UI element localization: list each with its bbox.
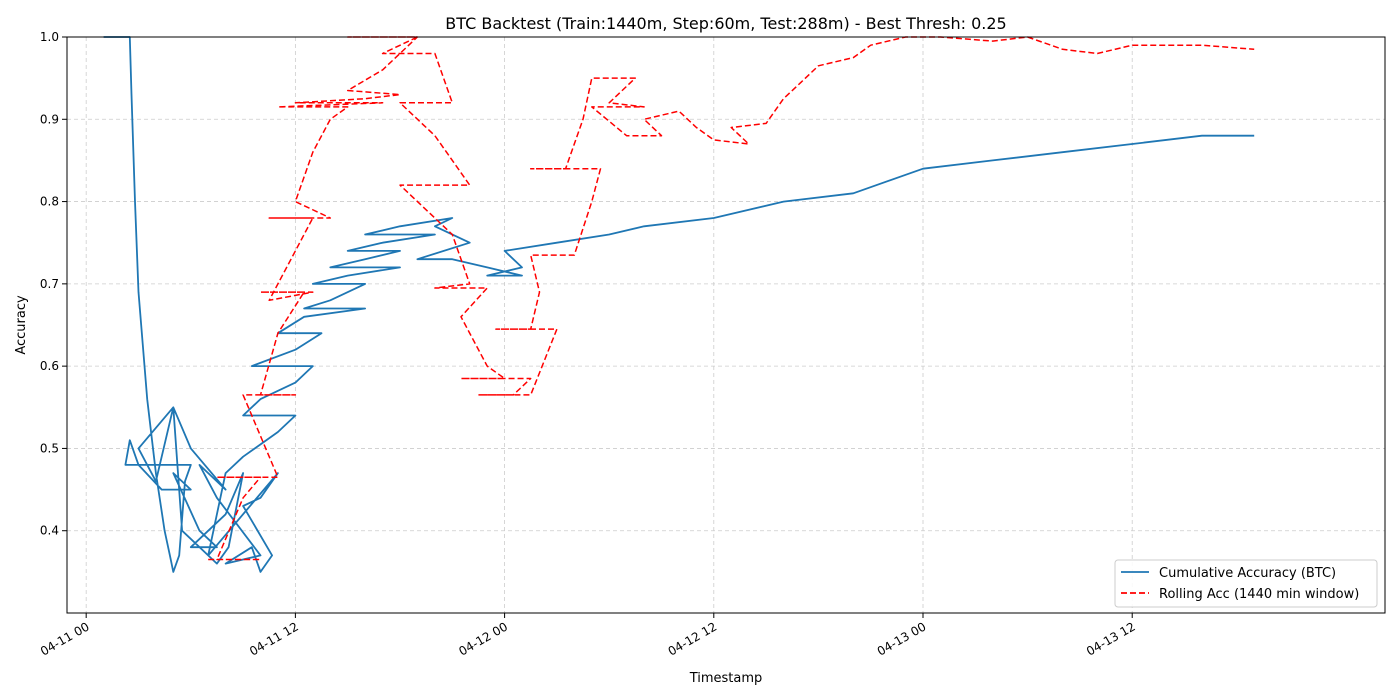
legend-box bbox=[1114, 559, 1378, 608]
x-axis-title: Timestamp bbox=[689, 671, 763, 686]
y-tick-label: 0.4 bbox=[40, 524, 59, 538]
y-tick-label: 1.0 bbox=[40, 30, 59, 44]
series-layer bbox=[103, 36, 1255, 573]
series-line-cumulative-accuracy bbox=[103, 36, 1255, 573]
legend-label-rolling: Rolling Acc (1440 min window) bbox=[1159, 587, 1359, 602]
y-axis-title: Accuracy bbox=[14, 295, 29, 355]
series-line-rolling-accuracy bbox=[208, 36, 1255, 561]
y-axis: 0.4 0.5 0.6 0.7 0.8 0.9 1.0 bbox=[40, 30, 67, 538]
chart-title: BTC Backtest (Train:1440m, Step:60m, Tes… bbox=[445, 14, 1006, 33]
y-tick-label: 0.9 bbox=[40, 112, 59, 126]
y-tick-label: 0.6 bbox=[40, 359, 59, 373]
y-tick-label: 0.7 bbox=[40, 277, 59, 291]
legend: Cumulative Accuracy (BTC) Rolling Acc (14… bbox=[1114, 559, 1378, 608]
plot-frame bbox=[66, 36, 1386, 614]
y-tick-label: 0.5 bbox=[40, 441, 59, 455]
legend-label-cumulative: Cumulative Accuracy (BTC) bbox=[1159, 566, 1336, 581]
y-tick-label: 0.8 bbox=[40, 195, 59, 209]
